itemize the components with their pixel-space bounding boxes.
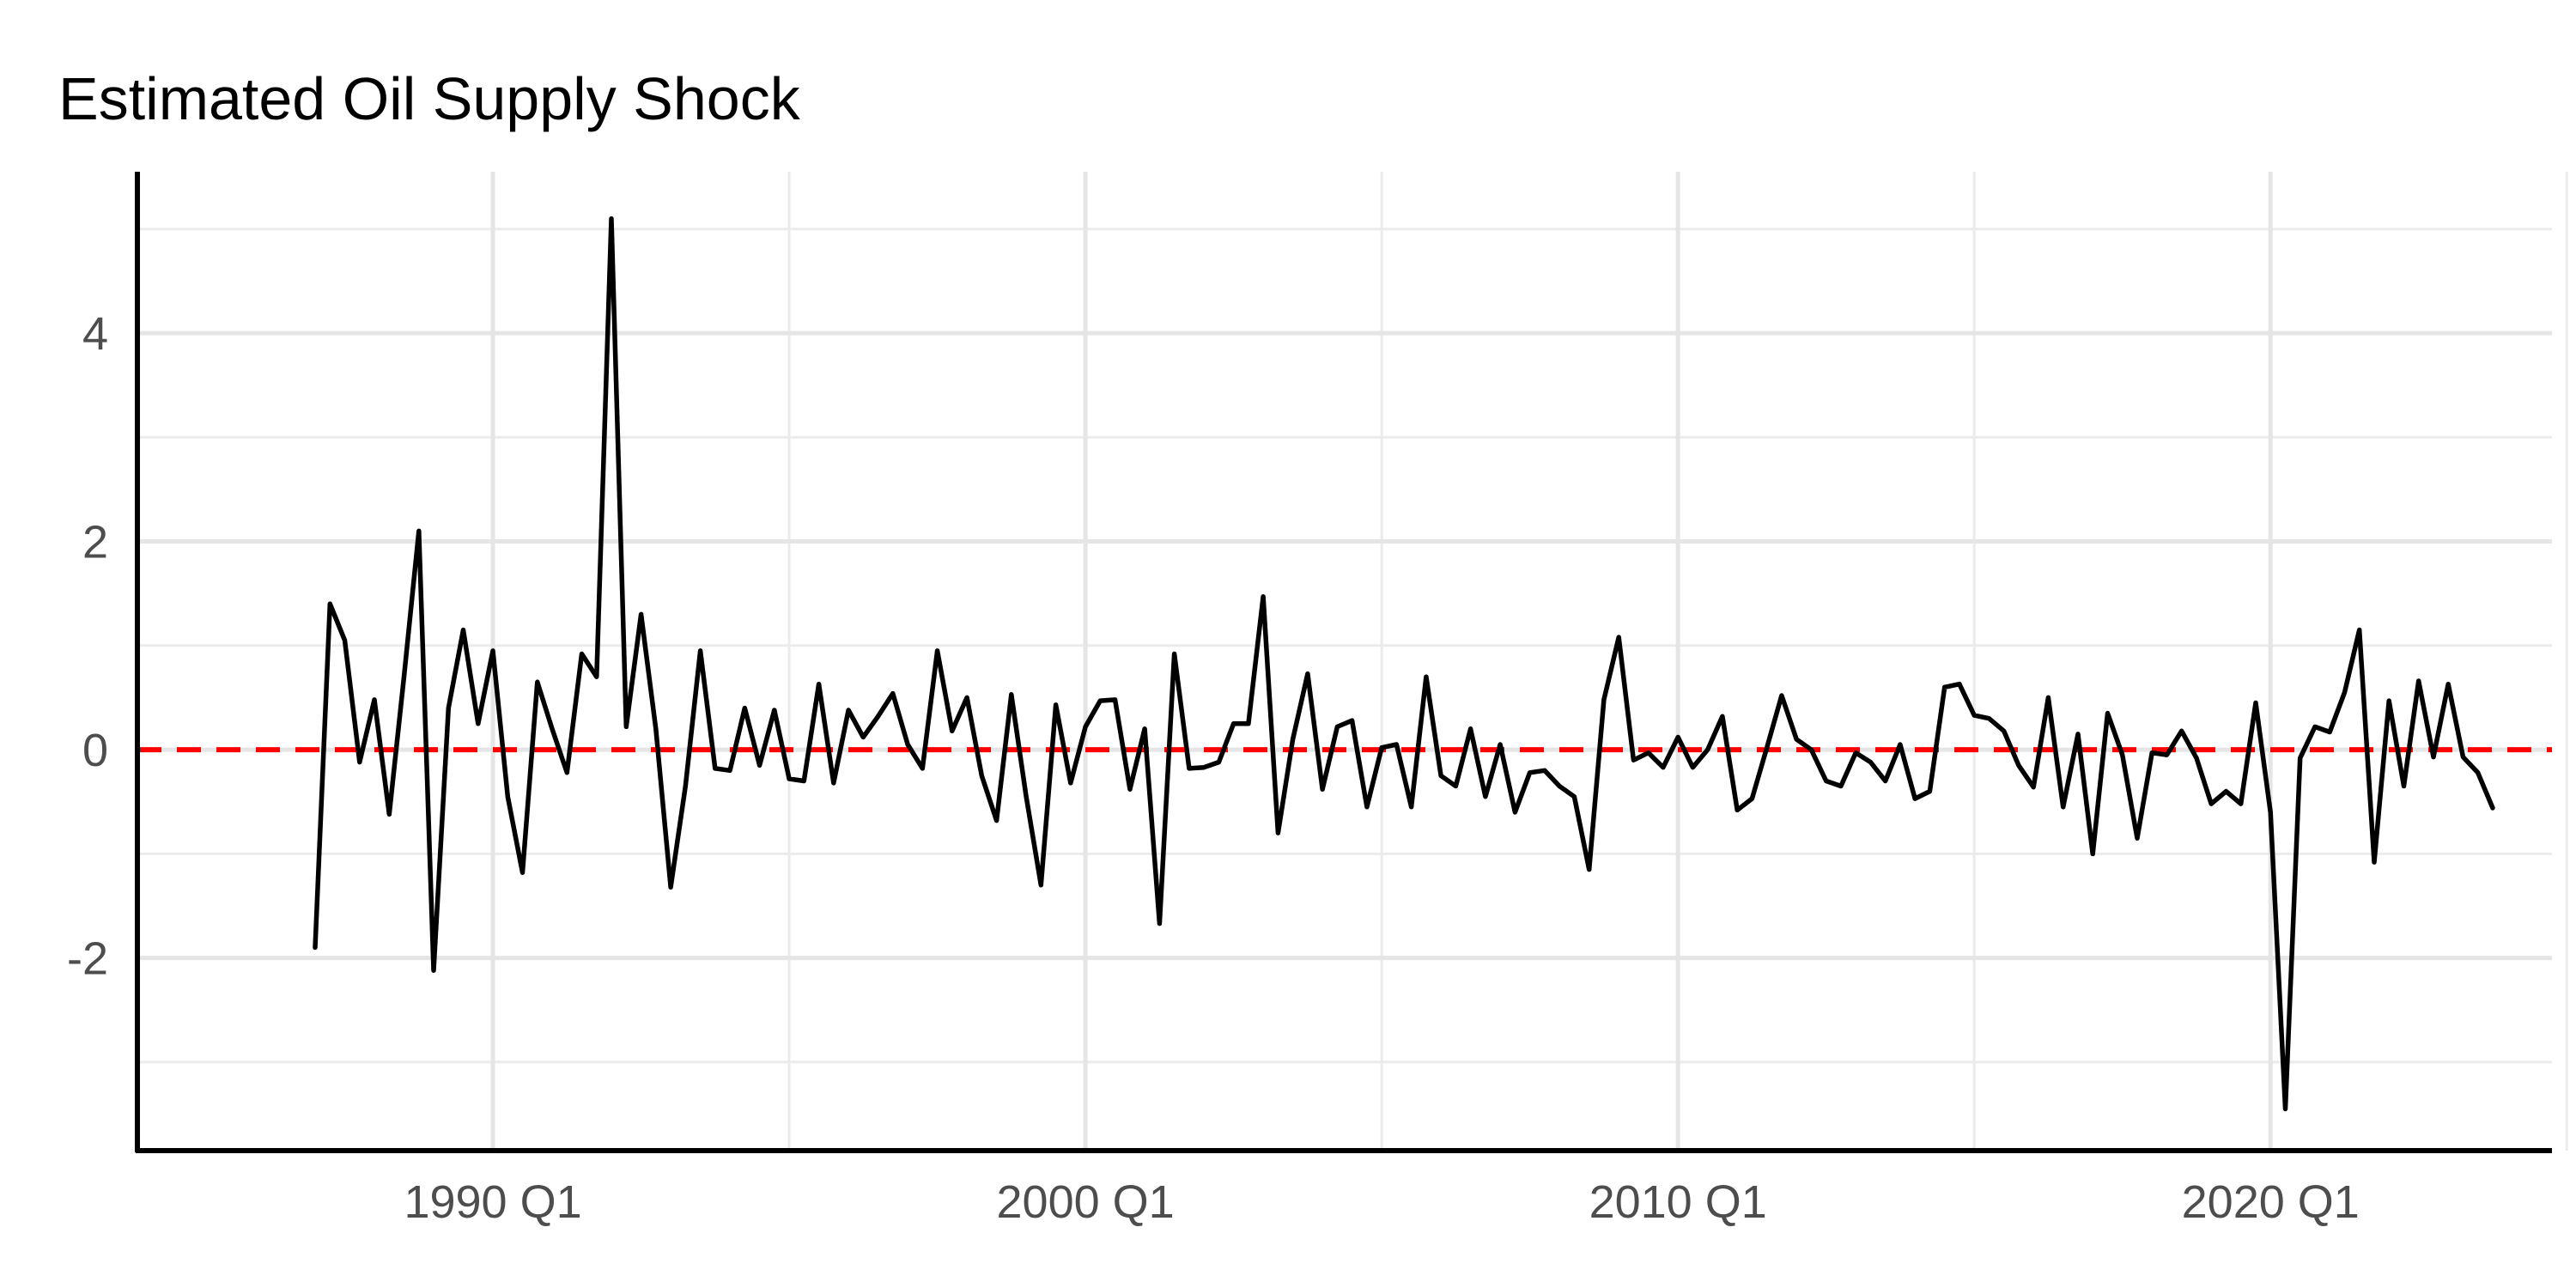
series-layer: [313, 216, 2495, 1112]
x-tick-label: 2020 Q1: [2182, 1176, 2360, 1228]
minor-gridlines: [137, 172, 2568, 1151]
x-tick-label: 1990 Q1: [404, 1176, 581, 1228]
y-tick-label: -2: [67, 933, 108, 985]
x-tick-labels: 1990 Q1 2000 Q1 2010 Q1 2020 Q1: [404, 1176, 2359, 1228]
major-gridlines: [137, 172, 2552, 1151]
y-tick-labels: -2 0 2 4: [67, 308, 108, 985]
y-tick-label: 2: [82, 517, 108, 568]
y-tick-label: 0: [82, 725, 108, 776]
series-line-0: [313, 216, 2495, 1112]
x-tick-label: 2010 Q1: [1589, 1176, 1767, 1228]
y-tick-label: 4: [82, 308, 108, 360]
x-tick-label: 2000 Q1: [997, 1176, 1175, 1228]
chart-title: Estimated Oil Supply Shock: [58, 65, 800, 132]
axes-layer: [135, 172, 2552, 1153]
